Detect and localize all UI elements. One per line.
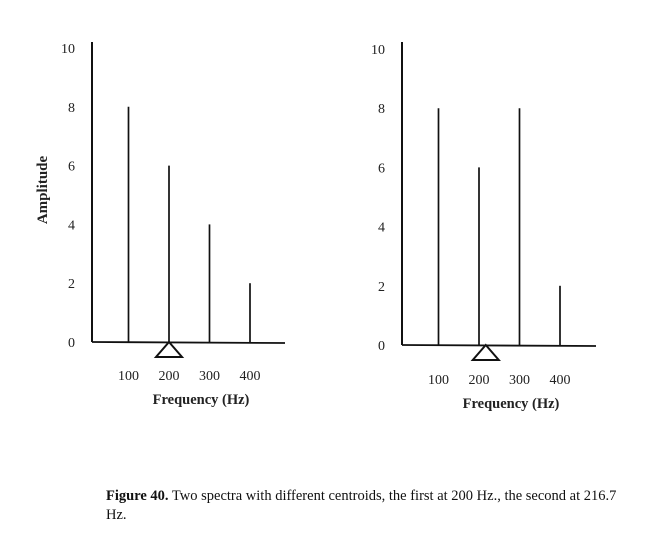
x-tick-label: 200: [159, 369, 180, 384]
y-tick-label: 0: [68, 336, 75, 351]
y-axis-title: Amplitude: [35, 155, 51, 224]
y-tick-label: 4: [68, 218, 75, 233]
x-axis-title: Frequency (Hz): [153, 392, 250, 408]
x-tick-label: 300: [509, 373, 530, 388]
figure-caption: Figure 40. Two spectra with different ce…: [106, 487, 626, 525]
y-tick-label: 2: [68, 277, 75, 292]
y-tick-label: 8: [68, 101, 75, 116]
y-tick-label: 10: [371, 43, 385, 58]
x-tick-label: 400: [550, 373, 571, 388]
y-tick-label: 2: [378, 280, 385, 295]
centroid-marker-triangle: [153, 340, 185, 358]
y-tick-label: 6: [378, 161, 385, 176]
y-tick-label: 8: [378, 102, 385, 117]
x-tick-label: 100: [118, 369, 139, 384]
caption-text: Two spectra with different centroids, th…: [106, 488, 617, 523]
x-tick-label: 200: [469, 373, 490, 388]
y-tick-label: 4: [378, 221, 385, 236]
x-axis-2: [401, 344, 597, 347]
x-axis-title: Frequency (Hz): [463, 396, 560, 412]
x-tick-label: 100: [428, 373, 449, 388]
x-axis-1: [91, 341, 286, 344]
x-tick-label: 400: [240, 369, 261, 384]
y-tick-label: 10: [61, 42, 75, 57]
centroid-marker-triangle: [470, 343, 501, 361]
x-tick-label: 300: [199, 369, 220, 384]
y-tick-label: 6: [68, 160, 75, 175]
caption-label: Figure 40.: [106, 488, 169, 504]
y-tick-label: 0: [378, 339, 385, 354]
